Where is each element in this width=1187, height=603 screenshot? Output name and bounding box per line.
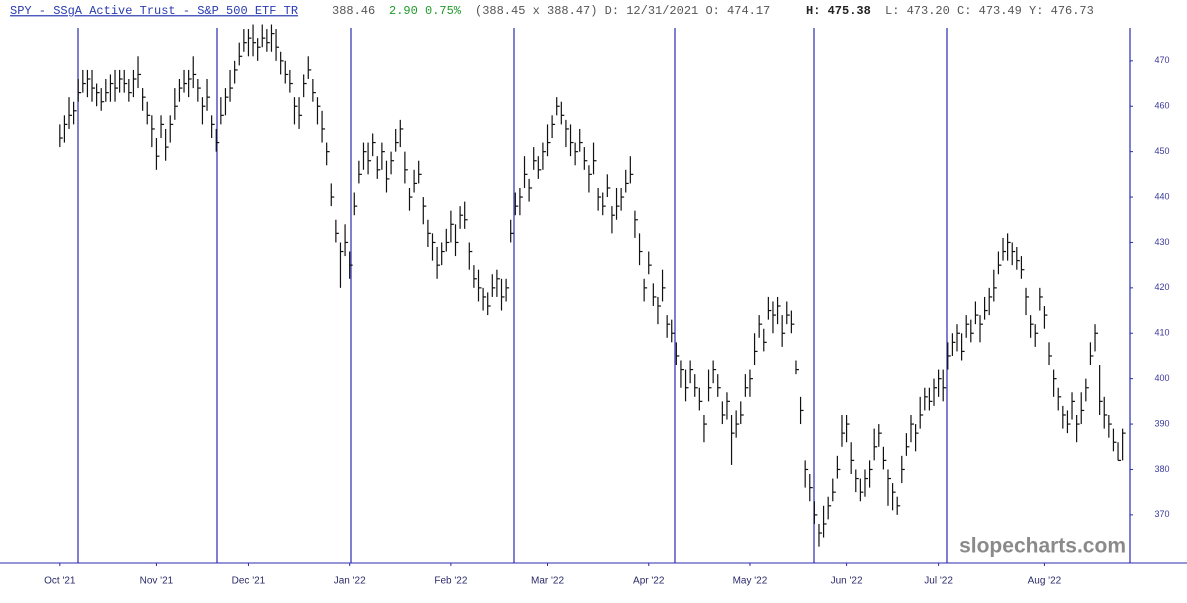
quote-rest: L: 473.20 C: 473.49 Y: 476.73	[885, 4, 1094, 18]
symbol-title[interactable]: SPY - SSgA Active Trust - S&P 500 ETF TR	[10, 4, 298, 18]
x-tick-label: Mar '22	[531, 576, 564, 587]
last-price: 388.46	[332, 4, 375, 18]
separators	[0, 28, 1187, 564]
watermark: slopecharts.com	[959, 535, 1126, 558]
price-change: 2.90 0.75%	[389, 4, 462, 18]
y-tick-label: 430	[1154, 237, 1169, 247]
header: SPY - SSgA Active Trust - S&P 500 ETF TR…	[10, 4, 1094, 18]
x-tick-label: May '22	[733, 576, 768, 587]
x-tick-label: Jul '22	[924, 576, 953, 587]
y-tick-label: 370	[1154, 509, 1169, 519]
y-tick-label: 460	[1154, 101, 1169, 111]
x-tick-label: Jun '22	[831, 576, 863, 587]
y-tick-label: 440	[1154, 191, 1169, 201]
y-tick-label: 380	[1154, 464, 1169, 474]
y-tick-label: 390	[1154, 418, 1169, 428]
y-tick-label: 470	[1154, 55, 1169, 65]
x-tick-label: Aug '22	[1028, 576, 1062, 587]
x-tick-label: Nov '21	[140, 576, 174, 587]
y-tick-label: 400	[1154, 373, 1169, 383]
x-tick-label: Feb '22	[434, 576, 467, 587]
x-tick-label: Dec '21	[232, 576, 266, 587]
y-tick-label: 450	[1154, 146, 1169, 156]
x-tick-label: Oct '21	[44, 576, 76, 587]
x-tick-label: Apr '22	[633, 576, 665, 587]
y-tick-label: 410	[1154, 328, 1169, 338]
y-tick-label: 420	[1154, 282, 1169, 292]
high-info: H: 475.38	[806, 4, 871, 18]
x-tick-label: Jan '22	[334, 576, 366, 587]
quote-info: (388.45 x 388.47) D: 12/31/2021 O: 474.1…	[475, 4, 770, 18]
